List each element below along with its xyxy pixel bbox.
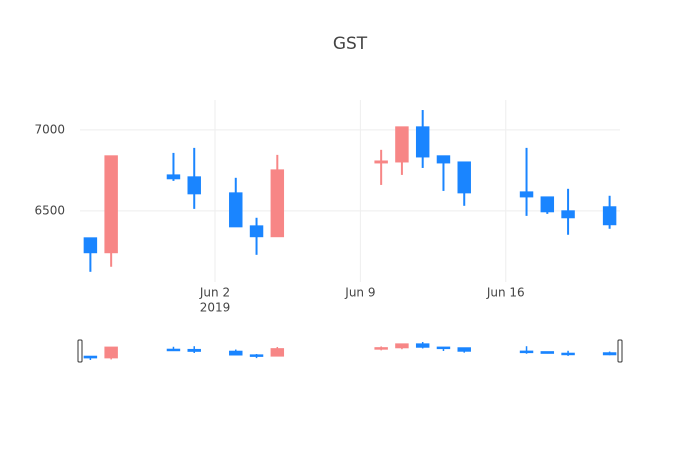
slider-candle-body bbox=[83, 355, 98, 359]
slider-candle-body bbox=[561, 352, 575, 356]
candle-body bbox=[187, 176, 201, 195]
candle-body bbox=[540, 196, 555, 213]
slider-handle bbox=[77, 339, 83, 363]
slider-candle-body bbox=[602, 352, 617, 356]
x-tick-year: 2019 bbox=[200, 301, 231, 315]
slider-candle-body bbox=[187, 348, 201, 352]
candle-body bbox=[83, 237, 98, 254]
x-tick-label: Jun 9 bbox=[344, 286, 375, 300]
x-tick-label: Jun 16 bbox=[486, 286, 525, 300]
slider-candle-body bbox=[395, 343, 409, 349]
x-tick-label: Jun 2 bbox=[199, 286, 230, 300]
y-tick-label: 6500 bbox=[34, 203, 65, 217]
candle-body bbox=[104, 155, 118, 254]
slider-candle-body bbox=[519, 350, 534, 354]
chart-title: GST bbox=[333, 34, 368, 54]
slider-candle-body bbox=[229, 350, 243, 356]
candle-body bbox=[561, 210, 575, 219]
slider-candle-body bbox=[249, 354, 264, 357]
candle-body bbox=[395, 126, 409, 163]
candle-body bbox=[415, 126, 430, 158]
slider-candle-body bbox=[166, 348, 181, 352]
slider-candle-body bbox=[436, 346, 451, 350]
candle-body bbox=[519, 191, 534, 198]
slider-candle-body bbox=[374, 347, 388, 350]
candle-body bbox=[457, 161, 471, 194]
candle-body bbox=[229, 192, 243, 228]
slider-candle-body bbox=[540, 351, 555, 354]
slider-candle-body bbox=[270, 348, 285, 357]
range-slider bbox=[80, 340, 620, 362]
candle-body bbox=[436, 155, 451, 164]
candle-body bbox=[249, 225, 264, 238]
slider-handle bbox=[617, 339, 623, 363]
y-tick-label: 7000 bbox=[34, 122, 65, 136]
slider-candle-body bbox=[415, 343, 430, 348]
slider-candle-body bbox=[104, 346, 118, 359]
candle-body bbox=[602, 206, 617, 226]
candle-body bbox=[270, 169, 285, 238]
slider-candle-body bbox=[457, 347, 471, 352]
candle-body bbox=[374, 160, 388, 164]
candle-body bbox=[166, 174, 181, 180]
